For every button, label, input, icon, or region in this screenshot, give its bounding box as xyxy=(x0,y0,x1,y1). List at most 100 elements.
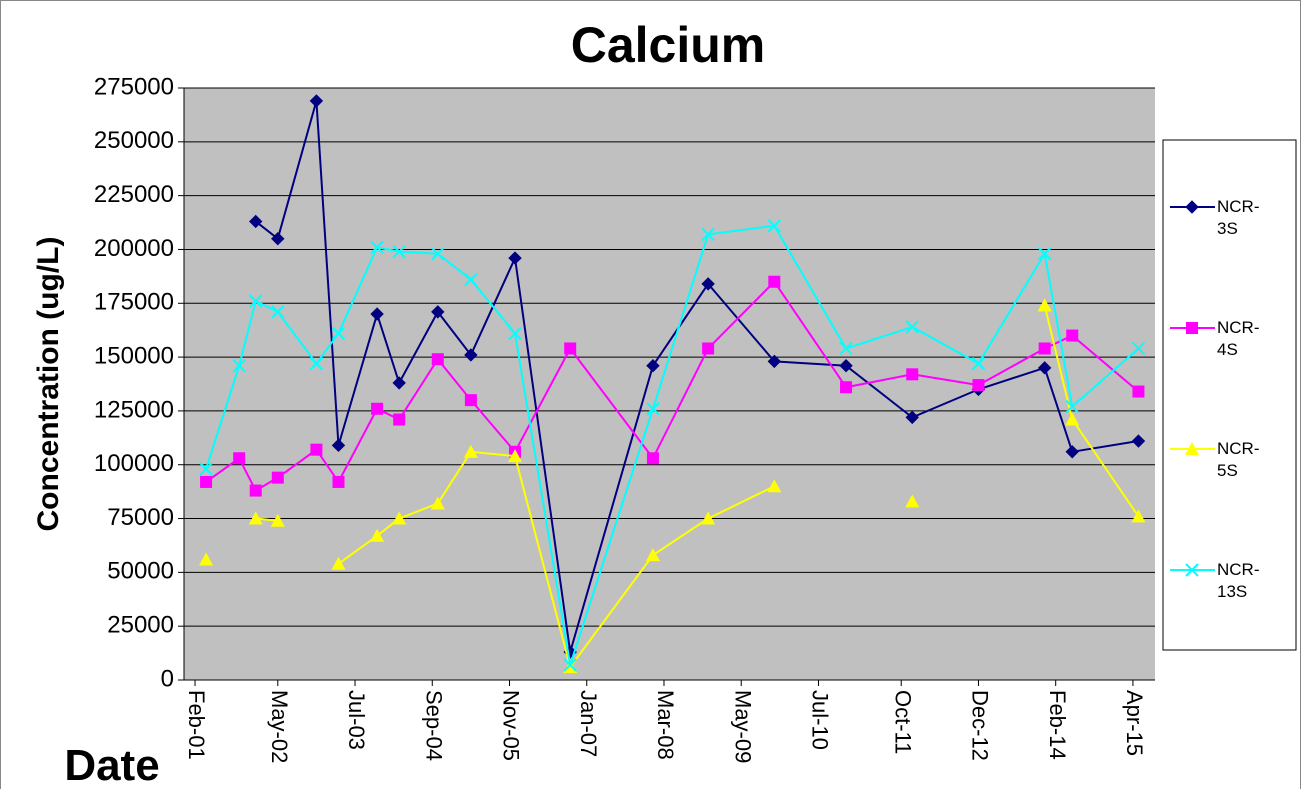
marker xyxy=(310,443,323,456)
chart-title: Calcium xyxy=(571,17,766,73)
marker xyxy=(248,511,263,525)
x-tick-label: Sep-04 xyxy=(421,690,446,761)
marker xyxy=(431,353,444,366)
marker xyxy=(767,479,782,493)
marker xyxy=(199,462,213,476)
x-tick-label: May-09 xyxy=(730,690,755,763)
marker xyxy=(393,413,406,426)
legend-label: NCR-13S xyxy=(1217,560,1260,601)
marker xyxy=(392,511,407,525)
marker xyxy=(309,94,324,108)
marker xyxy=(906,368,919,381)
marker xyxy=(701,511,716,525)
marker xyxy=(839,341,853,356)
marker xyxy=(1185,442,1199,455)
y-tick-label: 150000 xyxy=(94,342,174,369)
x-tick-label: Mar-08 xyxy=(653,690,678,760)
x-axis-label: Date xyxy=(64,741,159,789)
marker xyxy=(1131,509,1146,523)
x-tick-label: Jan-07 xyxy=(576,690,601,757)
marker xyxy=(905,494,920,508)
plot-area xyxy=(184,88,1155,680)
marker xyxy=(905,320,919,334)
x-tick-label: Jul-03 xyxy=(344,690,369,750)
y-tick-label: 100000 xyxy=(94,450,174,477)
marker xyxy=(464,394,477,407)
marker xyxy=(271,471,284,484)
marker xyxy=(392,376,406,390)
y-tick-label: 0 xyxy=(161,665,174,692)
marker xyxy=(972,379,985,392)
x-tick-label: Oct-11 xyxy=(890,690,915,754)
marker xyxy=(645,548,660,562)
marker xyxy=(199,552,214,566)
y-tick-label: 175000 xyxy=(94,289,174,316)
y-tick-label: 225000 xyxy=(94,181,174,208)
marker xyxy=(1066,329,1079,342)
y-tick-label: 275000 xyxy=(94,73,174,100)
marker xyxy=(1131,341,1146,356)
marker xyxy=(1186,322,1198,334)
x-tick-label: Apr-15 xyxy=(1122,690,1147,756)
marker xyxy=(331,438,346,453)
marker xyxy=(431,305,445,319)
marker xyxy=(430,496,445,510)
x-tick-label: Jul-10 xyxy=(808,690,833,750)
marker xyxy=(1065,412,1080,426)
marker xyxy=(271,231,285,246)
marker xyxy=(370,240,384,255)
marker xyxy=(646,358,660,373)
marker xyxy=(370,307,384,321)
y-tick-label: 125000 xyxy=(94,396,174,423)
marker xyxy=(1065,445,1079,459)
marker xyxy=(1038,342,1051,355)
marker xyxy=(332,475,345,488)
marker xyxy=(508,449,523,463)
x-tick-label: Feb-14 xyxy=(1045,690,1070,760)
y-axis-label: Concentration (ug/L) xyxy=(32,237,65,532)
marker xyxy=(270,513,285,527)
marker xyxy=(701,227,715,242)
marker xyxy=(508,326,522,341)
legend-label: NCR-3S xyxy=(1217,197,1260,238)
y-tick-label: 200000 xyxy=(94,235,174,262)
marker xyxy=(701,277,715,291)
marker xyxy=(249,294,263,308)
marker xyxy=(1037,247,1052,261)
marker xyxy=(971,356,986,371)
marker xyxy=(564,342,577,355)
marker xyxy=(371,402,384,415)
y-tick-label: 250000 xyxy=(94,127,174,154)
marker xyxy=(1185,563,1199,577)
marker xyxy=(309,356,324,371)
marker xyxy=(232,358,246,373)
y-tick-label: 75000 xyxy=(107,504,174,531)
marker xyxy=(463,444,478,458)
y-tick-label: 25000 xyxy=(107,612,174,639)
x-tick-label: Nov-05 xyxy=(499,690,524,761)
x-tick-label: Feb-01 xyxy=(184,690,209,760)
legend-label: NCR-5S xyxy=(1217,439,1260,480)
marker xyxy=(1185,200,1199,214)
marker xyxy=(646,402,660,416)
marker xyxy=(1065,399,1079,414)
marker xyxy=(331,326,346,341)
marker xyxy=(233,452,246,465)
marker xyxy=(767,219,782,233)
marker xyxy=(1132,385,1145,398)
marker xyxy=(1131,434,1146,448)
marker xyxy=(271,305,285,319)
marker xyxy=(370,528,385,542)
marker xyxy=(839,358,853,373)
x-tick-label: Dec-12 xyxy=(968,690,993,761)
marker xyxy=(464,348,478,362)
marker xyxy=(646,452,659,465)
marker xyxy=(1037,361,1052,375)
y-tick-label: 50000 xyxy=(107,558,174,585)
marker xyxy=(249,214,263,229)
legend-box xyxy=(1162,139,1297,651)
marker xyxy=(702,342,715,355)
